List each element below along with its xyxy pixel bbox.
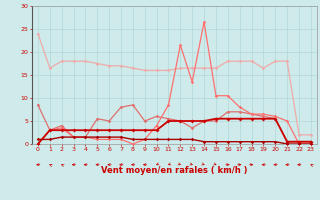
X-axis label: Vent moyen/en rafales ( km/h ): Vent moyen/en rafales ( km/h ) [101, 166, 248, 175]
